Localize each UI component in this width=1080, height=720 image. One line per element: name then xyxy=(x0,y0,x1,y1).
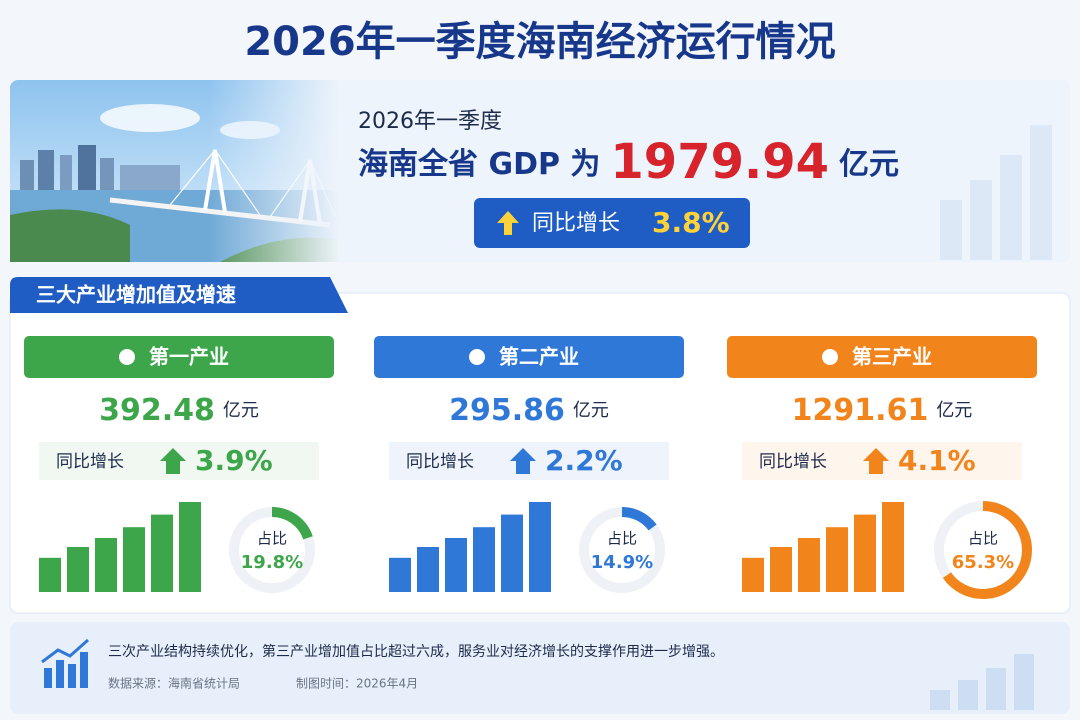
share-arc xyxy=(942,501,1032,599)
decor-bar xyxy=(529,502,551,592)
industry-value-line: 295.86 亿元 xyxy=(449,393,609,428)
industry-value-line: 1291.61 亿元 xyxy=(792,393,973,428)
industry-icon xyxy=(469,349,485,365)
share-label: 占比 xyxy=(257,530,287,548)
industry-name: 第二产业 xyxy=(499,345,579,369)
share-label: 占比 xyxy=(968,530,998,548)
hero-period: 2026年一季度 xyxy=(358,109,502,134)
decor-bar xyxy=(473,527,495,592)
industry-name: 第一产业 xyxy=(149,345,229,369)
growth-value: 3.9% xyxy=(195,444,273,477)
decor-bar xyxy=(826,527,848,592)
city-illustration xyxy=(10,80,340,262)
footer-icon xyxy=(41,638,89,688)
hero-headline: 海南全省 GDP 为 1979.94 亿元 xyxy=(358,134,899,190)
share-value: 65.3% xyxy=(952,552,1014,573)
footer-panel xyxy=(10,622,1070,714)
up-arrow xyxy=(497,211,519,235)
industry-unit: 亿元 xyxy=(573,400,609,421)
growth-label: 同比增长 xyxy=(759,452,827,472)
decor-bar xyxy=(95,538,117,592)
growth-value: 2.2% xyxy=(545,444,623,477)
growth-value: 3.8% xyxy=(652,206,730,239)
headline-prefix: 海南全省 GDP 为 xyxy=(358,147,600,182)
industry-value-line: 392.48 亿元 xyxy=(99,393,259,428)
up-arrow xyxy=(863,448,889,474)
decor-bar xyxy=(67,547,89,592)
decor-bar xyxy=(39,557,61,592)
industry-unit: 亿元 xyxy=(936,400,972,421)
decor-bar xyxy=(882,502,904,592)
decor-bars xyxy=(940,125,1052,260)
decor-bar xyxy=(770,547,792,592)
section-title: 三大产业增加值及增速 xyxy=(36,283,236,307)
industry-header xyxy=(374,336,684,378)
share-label: 占比 xyxy=(607,530,637,548)
growth-value: 4.1% xyxy=(898,444,976,477)
footer-date: 制图时间：2026年4月 xyxy=(296,677,418,691)
industry-unit: 亿元 xyxy=(223,400,259,421)
industry-header xyxy=(24,336,334,378)
decor-bar xyxy=(389,557,411,592)
section-tab xyxy=(10,277,348,313)
industry-value: 392.48 xyxy=(99,393,215,428)
decor-bar xyxy=(417,547,439,592)
hero-gdp: 1979.94 xyxy=(610,134,829,190)
industry-name: 第三产业 xyxy=(852,345,932,369)
share-arc xyxy=(271,507,313,540)
footer-note: 三次产业结构持续优化，第三产业增加值占比超过六成，服务业对经济增长的支撑作用进一… xyxy=(108,643,724,660)
industry-icon xyxy=(822,349,838,365)
decor-bar xyxy=(123,527,145,592)
growth-badge xyxy=(474,198,750,248)
decor-bar xyxy=(501,514,523,592)
industry-value: 1291.61 xyxy=(792,393,929,428)
up-arrow xyxy=(510,448,536,474)
decor-bar xyxy=(179,502,201,592)
decor-bar xyxy=(151,514,173,592)
industry-value: 295.86 xyxy=(449,393,565,428)
decor-bar xyxy=(445,538,467,592)
decor-bar xyxy=(742,557,764,592)
decor-bar xyxy=(798,538,820,592)
growth-label: 同比增长 xyxy=(406,452,474,472)
footer-decor xyxy=(930,654,1034,710)
industry-header xyxy=(727,336,1037,378)
page-title: 2026年一季度海南经济运行情况 xyxy=(244,19,835,65)
growth-label: 同比增长 xyxy=(56,452,124,472)
share-arc xyxy=(621,507,657,531)
decor-bar xyxy=(854,514,876,592)
growth-label: 同比增长 xyxy=(532,211,620,236)
hero-unit: 亿元 xyxy=(839,147,899,182)
up-arrow xyxy=(160,448,186,474)
footer-source: 数据来源：海南省统计局 xyxy=(108,676,240,691)
industry-icon xyxy=(119,349,135,365)
share-value: 19.8% xyxy=(241,552,303,573)
share-value: 14.9% xyxy=(591,552,653,573)
